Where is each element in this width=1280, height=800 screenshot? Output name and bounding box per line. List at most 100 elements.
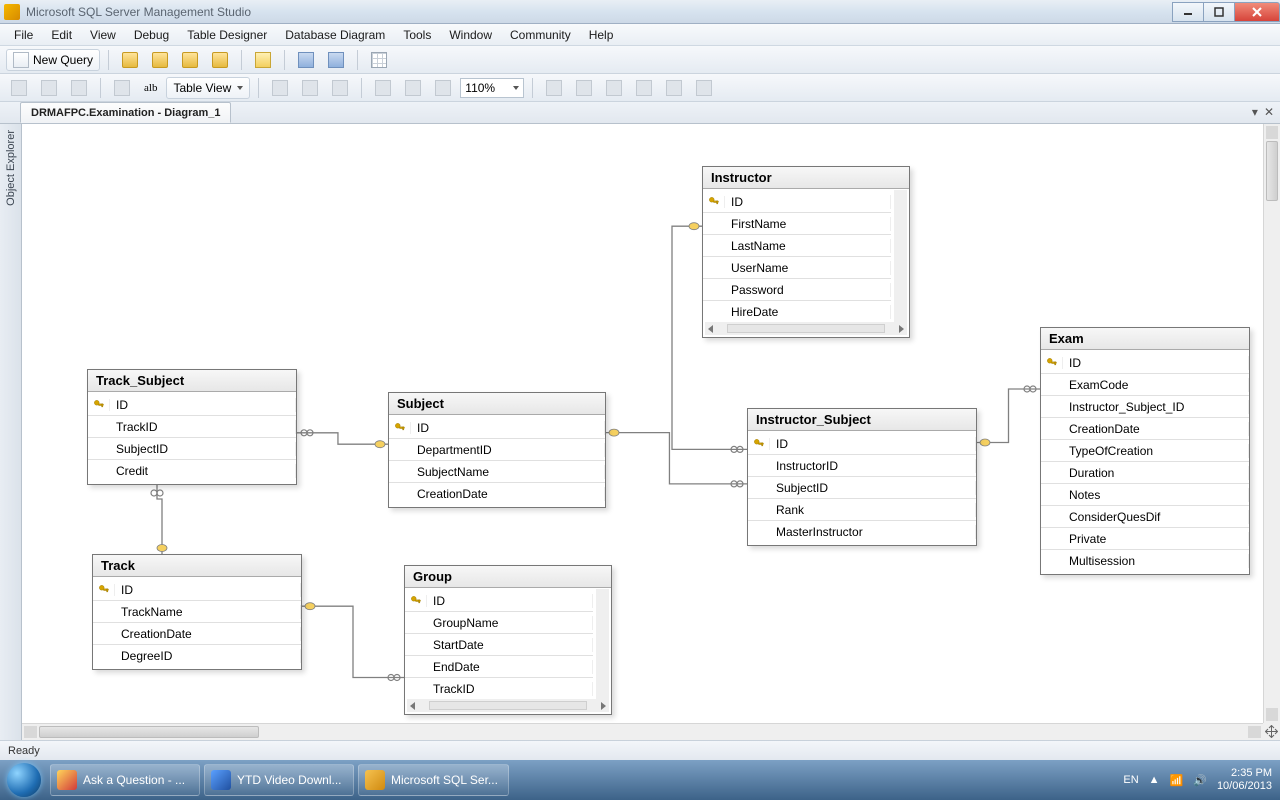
- tab-close-icon[interactable]: ✕: [1264, 105, 1274, 119]
- horizontal-scroll-thumb[interactable]: [39, 726, 259, 738]
- tb-icon-extra[interactable]: [366, 49, 392, 71]
- column-row[interactable]: TypeOfCreation: [1041, 440, 1249, 462]
- column-row[interactable]: EndDate: [405, 656, 593, 678]
- tray-flag-icon[interactable]: ▲: [1149, 774, 1160, 786]
- column-row[interactable]: SubjectName: [389, 461, 605, 483]
- menu-view[interactable]: View: [82, 26, 124, 44]
- tb-icon-1[interactable]: [117, 49, 143, 71]
- tray-network-icon[interactable]: 📶: [1170, 774, 1184, 787]
- db-table-instructor_subject[interactable]: Instructor_SubjectIDInstructorIDSubjectI…: [747, 408, 977, 546]
- db-table-exam[interactable]: ExamIDExamCodeInstructor_Subject_IDCreat…: [1040, 327, 1250, 575]
- db-table-track_subject[interactable]: Track_SubjectIDTrackIDSubjectIDCredit: [87, 369, 297, 485]
- column-row[interactable]: CreationDate: [1041, 418, 1249, 440]
- menu-edit[interactable]: Edit: [43, 26, 80, 44]
- table-horizontal-scrollbar[interactable]: [705, 322, 907, 335]
- tb2-icon-15[interactable]: [661, 77, 687, 99]
- column-row[interactable]: FirstName: [703, 213, 891, 235]
- column-row[interactable]: ConsiderQuesDif: [1041, 506, 1249, 528]
- column-row[interactable]: Multisession: [1041, 550, 1249, 572]
- column-row[interactable]: Instructor_Subject_ID: [1041, 396, 1249, 418]
- tb2-icon-2[interactable]: [36, 77, 62, 99]
- menu-window[interactable]: Window: [441, 26, 500, 44]
- menu-help[interactable]: Help: [581, 26, 622, 44]
- language-indicator[interactable]: EN: [1123, 774, 1138, 786]
- tb2-icon-7[interactable]: [327, 77, 353, 99]
- taskbar-item[interactable]: Microsoft SQL Ser...: [358, 764, 509, 796]
- tb2-icon-5[interactable]: [267, 77, 293, 99]
- table-header[interactable]: Subject: [389, 393, 605, 415]
- tb-icon-2[interactable]: [147, 49, 173, 71]
- tb-icon-3[interactable]: [177, 49, 203, 71]
- diagram-canvas[interactable]: Track_SubjectIDTrackIDSubjectIDCreditSub…: [22, 124, 1263, 723]
- column-row[interactable]: Private: [1041, 528, 1249, 550]
- menu-file[interactable]: File: [6, 26, 41, 44]
- column-row[interactable]: ID: [405, 590, 593, 612]
- tb2-icon-3[interactable]: [66, 77, 92, 99]
- db-table-track[interactable]: TrackIDTrackNameCreationDateDegreeID: [92, 554, 302, 670]
- maximize-button[interactable]: [1203, 2, 1235, 22]
- db-table-subject[interactable]: SubjectIDDepartmentIDSubjectNameCreation…: [388, 392, 606, 508]
- column-row[interactable]: UserName: [703, 257, 891, 279]
- new-query-button[interactable]: New Query: [6, 49, 100, 71]
- menu-database-diagram[interactable]: Database Diagram: [277, 26, 393, 44]
- tb2-icon-8[interactable]: [370, 77, 396, 99]
- column-row[interactable]: Password: [703, 279, 891, 301]
- column-row[interactable]: SubjectID: [748, 477, 976, 499]
- column-row[interactable]: Notes: [1041, 484, 1249, 506]
- tb2-icon-9[interactable]: [400, 77, 426, 99]
- menu-debug[interactable]: Debug: [126, 26, 177, 44]
- horizontal-scrollbar[interactable]: [22, 723, 1263, 740]
- tb2-icon-alb[interactable]: alb: [139, 77, 162, 99]
- column-row[interactable]: ID: [93, 579, 301, 601]
- save-button[interactable]: [293, 49, 319, 71]
- tab-dropdown-icon[interactable]: ▾: [1252, 105, 1258, 119]
- tb2-icon-11[interactable]: [541, 77, 567, 99]
- column-row[interactable]: TrackID: [405, 678, 593, 700]
- pan-grip-icon[interactable]: [1263, 723, 1280, 740]
- column-row[interactable]: StartDate: [405, 634, 593, 656]
- close-button[interactable]: [1234, 2, 1280, 22]
- open-button[interactable]: [250, 49, 276, 71]
- column-row[interactable]: DegreeID: [93, 645, 301, 667]
- column-row[interactable]: ID: [703, 191, 891, 213]
- db-table-group[interactable]: GroupIDGroupNameStartDateEndDateTrackID: [404, 565, 612, 715]
- column-row[interactable]: ID: [1041, 352, 1249, 374]
- column-row[interactable]: ExamCode: [1041, 374, 1249, 396]
- column-row[interactable]: TrackName: [93, 601, 301, 623]
- table-horizontal-scrollbar[interactable]: [407, 699, 609, 712]
- tb2-icon-10[interactable]: [430, 77, 456, 99]
- document-tab[interactable]: DRMAFPC.Examination - Diagram_1: [20, 102, 231, 123]
- tb2-icon-1[interactable]: [6, 77, 32, 99]
- tb2-icon-12[interactable]: [571, 77, 597, 99]
- column-row[interactable]: ID: [748, 433, 976, 455]
- table-vertical-scrollbar[interactable]: [894, 190, 907, 322]
- column-row[interactable]: DepartmentID: [389, 439, 605, 461]
- taskbar-item[interactable]: YTD Video Downl...: [204, 764, 354, 796]
- menu-community[interactable]: Community: [502, 26, 579, 44]
- taskbar-clock[interactable]: 2:35 PM 10/06/2013: [1217, 767, 1272, 793]
- table-vertical-scrollbar[interactable]: [596, 589, 609, 699]
- table-header[interactable]: Track: [93, 555, 301, 577]
- column-row[interactable]: GroupName: [405, 612, 593, 634]
- column-row[interactable]: Duration: [1041, 462, 1249, 484]
- object-explorer-panel[interactable]: Object Explorer: [0, 124, 22, 740]
- tb2-icon-16[interactable]: [691, 77, 717, 99]
- column-row[interactable]: InstructorID: [748, 455, 976, 477]
- table-view-dropdown[interactable]: Table View: [166, 77, 250, 99]
- tb2-icon-14[interactable]: [631, 77, 657, 99]
- tb2-icon-13[interactable]: [601, 77, 627, 99]
- vertical-scroll-thumb[interactable]: [1266, 141, 1278, 201]
- column-row[interactable]: Credit: [88, 460, 296, 482]
- tb2-icon-6[interactable]: [297, 77, 323, 99]
- column-row[interactable]: CreationDate: [389, 483, 605, 505]
- column-row[interactable]: HireDate: [703, 301, 891, 323]
- menu-tools[interactable]: Tools: [395, 26, 439, 44]
- start-button[interactable]: [0, 760, 48, 800]
- column-row[interactable]: SubjectID: [88, 438, 296, 460]
- db-table-instructor[interactable]: InstructorIDFirstNameLastNameUserNamePas…: [702, 166, 910, 338]
- column-row[interactable]: CreationDate: [93, 623, 301, 645]
- zoom-combobox[interactable]: 110%: [460, 78, 524, 98]
- vertical-scrollbar[interactable]: [1263, 124, 1280, 723]
- column-row[interactable]: LastName: [703, 235, 891, 257]
- table-header[interactable]: Instructor_Subject: [748, 409, 976, 431]
